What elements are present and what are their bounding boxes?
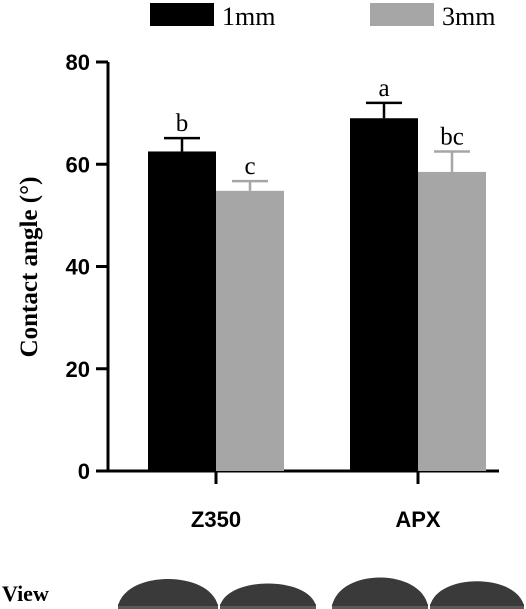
category-labels: Z350 APX <box>191 471 441 532</box>
y-tick-label: 40 <box>66 255 90 280</box>
significance-label: c <box>244 153 255 180</box>
category-label: Z350 <box>191 507 241 532</box>
significance-label: a <box>378 75 389 102</box>
droplet-image <box>220 583 316 606</box>
y-ticks: 0 20 40 60 80 <box>66 50 108 484</box>
significance-label: bc <box>440 123 464 150</box>
droplet-substrate <box>220 604 316 609</box>
droplet-substrate <box>430 604 524 609</box>
legend: 1mm 3mm <box>150 2 495 31</box>
droplet-image <box>430 581 524 606</box>
droplet-substrate <box>332 604 428 609</box>
legend-swatch-1mm <box>150 3 214 26</box>
droplet-image <box>118 579 218 606</box>
category-label: APX <box>395 507 441 532</box>
droplet-substrate <box>118 604 218 609</box>
bar <box>216 190 284 471</box>
y-tick-label: 20 <box>66 357 90 382</box>
y-axis-title: Contact angle (°) <box>16 177 43 358</box>
legend-label-3mm: 3mm <box>442 2 495 31</box>
bar <box>418 171 486 471</box>
bar <box>148 151 216 471</box>
view-label: View <box>2 581 49 606</box>
y-tick-label: 0 <box>78 459 90 484</box>
legend-label-1mm: 1mm <box>222 2 275 31</box>
droplet-images <box>118 577 524 609</box>
y-tick-label: 60 <box>66 152 90 177</box>
droplet-image <box>332 577 428 606</box>
y-tick-label: 80 <box>66 50 90 75</box>
bar <box>350 118 418 472</box>
legend-swatch-3mm <box>370 3 434 26</box>
significance-label: b <box>176 110 189 137</box>
